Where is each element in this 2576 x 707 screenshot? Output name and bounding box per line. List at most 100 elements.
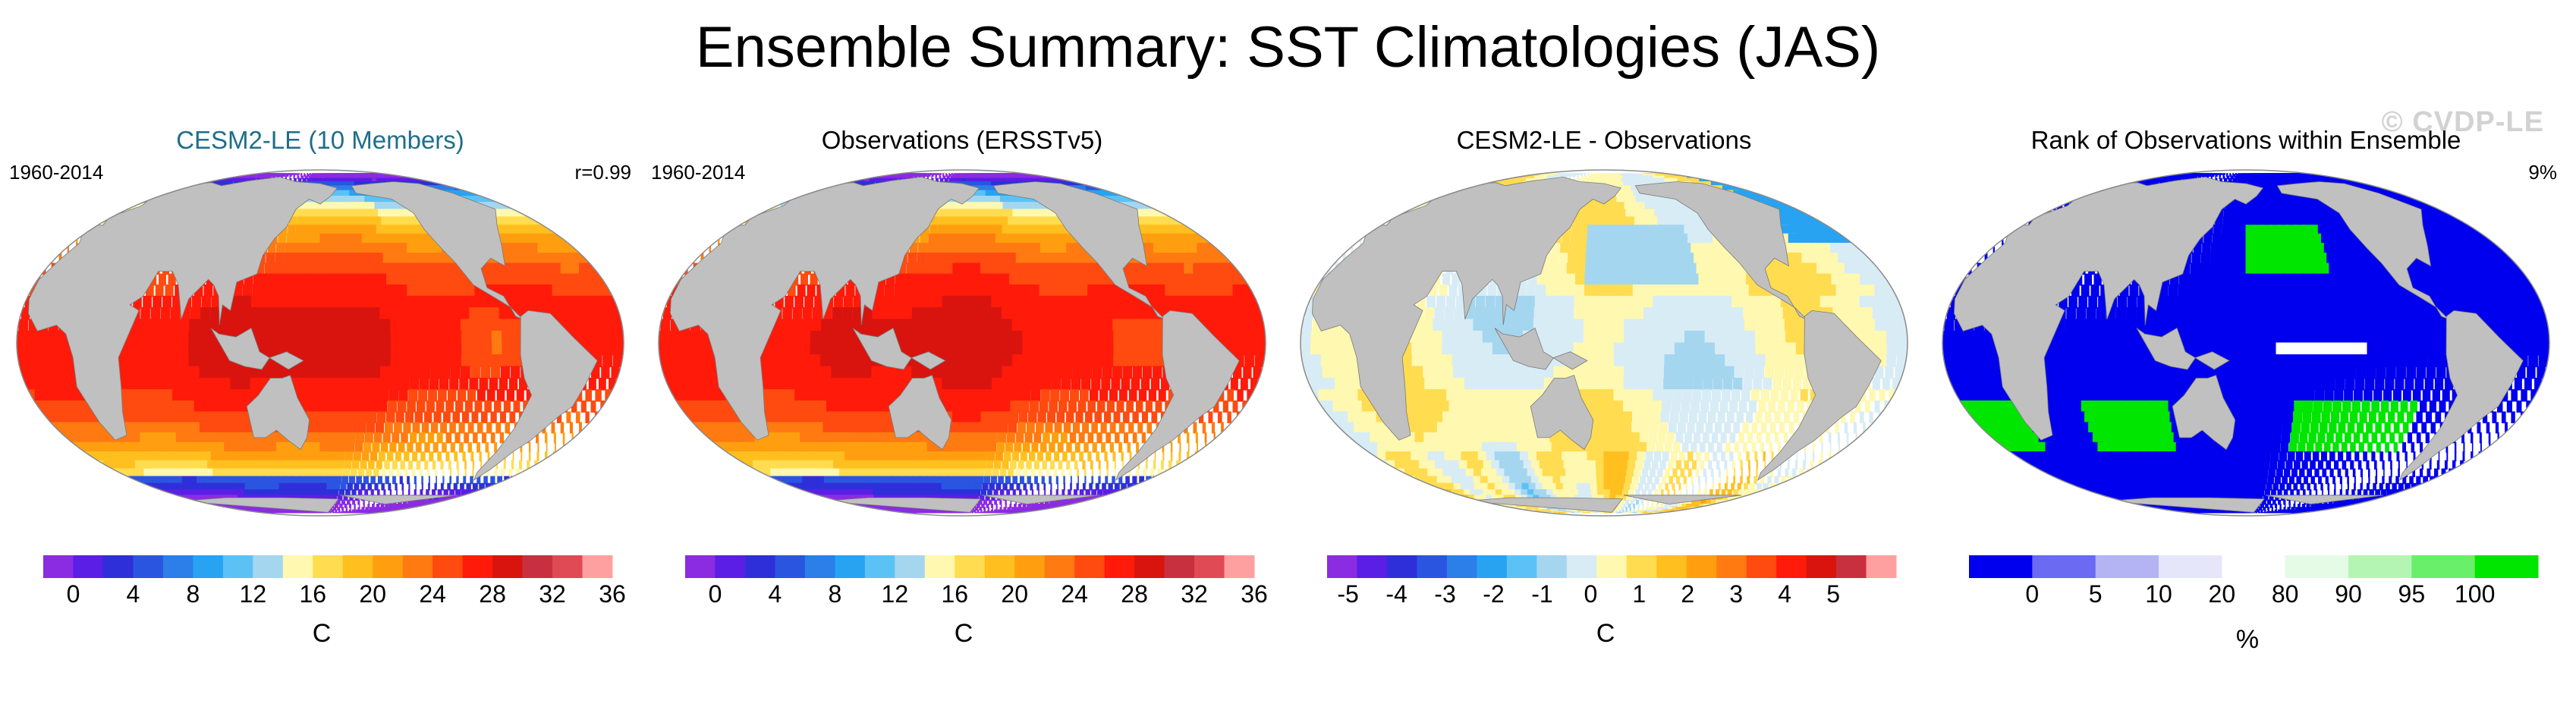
rank-map [1935,161,2557,525]
colorbar-tick-label: 95 [2398,580,2426,608]
colorbar-tick-label: 20 [1001,580,1028,608]
colorbar-tick-label: -4 [1386,580,1407,608]
colorbar-swatch [1417,555,1447,578]
colorbar-swatch [1105,555,1135,578]
colorbar-swatch [1014,555,1045,578]
colorbar-swatch [1477,555,1507,578]
colorbar-swatch [463,555,493,578]
colorbar-swatch [313,555,343,578]
colorbar-tick-label: 4 [127,580,140,608]
colorbar-swatch [283,555,313,578]
colorbar-swatch [715,555,745,578]
colorbar-swatch [432,555,463,578]
colorbar-tick-label: 16 [299,580,326,608]
colorbar-swatch [2411,555,2475,578]
colorbar-unit: % [2225,625,2270,655]
colorbar-tick-label: -5 [1337,580,1358,608]
colorbar-swatch [805,555,835,578]
colorbar-tick-label: -3 [1434,580,1455,608]
colorbar-tick-label: 36 [599,580,626,608]
colorbar-tick-label: 8 [186,580,200,608]
map-svg [9,161,631,525]
panel-model-climatology: CESM2-LE (10 Members) 1960-2014 r=0.99 0… [9,121,631,675]
colorbar-swatch [1447,555,1477,578]
colorbar-unit: C [1583,619,1628,649]
colorbar-tick-label: 2 [1681,580,1694,608]
colorbar-swatch [1225,555,1255,578]
map-svg [651,161,1273,525]
colorbar-tick-label: 20 [359,580,386,608]
colorbar-tick-label: 10 [2145,580,2172,608]
colorbar-unit: C [941,619,986,649]
colorbar-swatch [523,555,553,578]
colorbar-tick-label: 24 [419,580,446,608]
colorbar-swatch [2222,555,2285,578]
colorbar-swatch [925,555,955,578]
colorbar-swatch [2159,555,2222,578]
colorbar-swatch [745,555,775,578]
colorbar-swatch [1627,555,1657,578]
colorbar-swatch [2032,555,2096,578]
colorbar-swatch [685,555,716,578]
colorbar-swatch [1687,555,1717,578]
colorbar-swatch [1194,555,1225,578]
colorbar-swatch [955,555,985,578]
colorbar-swatch [2096,555,2159,578]
colorbar-swatch [253,555,283,578]
colorbar-swatch [552,555,583,578]
colorbar-tick-label: 8 [828,580,841,608]
colorbar-tick-label: 32 [539,580,566,608]
colorbar-swatch [775,555,805,578]
colorbar-swatch [1567,555,1597,578]
panel-title: Rank of Observations within Ensemble [1935,126,2557,155]
colorbar-tick-label: 24 [1061,580,1088,608]
colorbar-tick-label: 32 [1181,580,1208,608]
colorbar-tick-label: 4 [769,580,782,608]
colorbar-tick-label: 12 [882,580,909,608]
colorbar-swatch [193,555,223,578]
colorbar-tick-label: 5 [1826,580,1840,608]
colorbar-tick-label: 3 [1729,580,1743,608]
colorbar-swatch [1507,555,1537,578]
colorbar-tick-label: -2 [1483,580,1504,608]
panel-title: CESM2-LE - Observations [1293,126,1915,155]
colorbar-swatch [1387,555,1417,578]
colorbar-swatch [1536,555,1567,578]
colorbar-swatch [1776,555,1807,578]
colorbar-tick-label: 16 [941,580,968,608]
colorbar-tick-label: 36 [1241,580,1268,608]
colorbar-tick-label: 0 [1584,580,1597,608]
colorbar-swatch [1716,555,1747,578]
colorbar-swatch [1045,555,1075,578]
colorbar-swatch [1747,555,1777,578]
colorbar-swatch [1656,555,1687,578]
colorbar-swatch [133,555,163,578]
colorbar-swatch [103,555,134,578]
colorbar-swatch [865,555,895,578]
colorbar-swatch [73,555,103,578]
colorbar-tick-label: 90 [2335,580,2362,608]
colorbar-swatch [343,555,373,578]
panel-rank: Rank of Observations within Ensemble 9% … [1935,121,2557,675]
colorbar-swatch [2475,555,2539,578]
colorbar-swatch [1327,555,1357,578]
colorbar-tick-label: 12 [240,580,267,608]
colorbar-tick-label: 28 [479,580,506,608]
colorbar-tick-label: 80 [2272,580,2299,608]
colorbar-swatch [403,555,433,578]
colorbar-swatch [985,555,1015,578]
difference-map [1293,161,1915,525]
colorbar-swatch [2348,555,2412,578]
colorbar-tick-label: 20 [2209,580,2236,608]
panel-title: Observations (ERSSTv5) [651,126,1273,155]
colorbar-swatch [1807,555,1837,578]
colorbar-swatch [373,555,403,578]
colorbar-unit: C [299,619,344,649]
colorbar-swatch [1596,555,1627,578]
colorbar-tick-label: 5 [2089,580,2103,608]
sst-map [651,161,1273,525]
colorbar-tick-label: 0 [2025,580,2039,608]
colorbar-swatch [1165,555,1195,578]
